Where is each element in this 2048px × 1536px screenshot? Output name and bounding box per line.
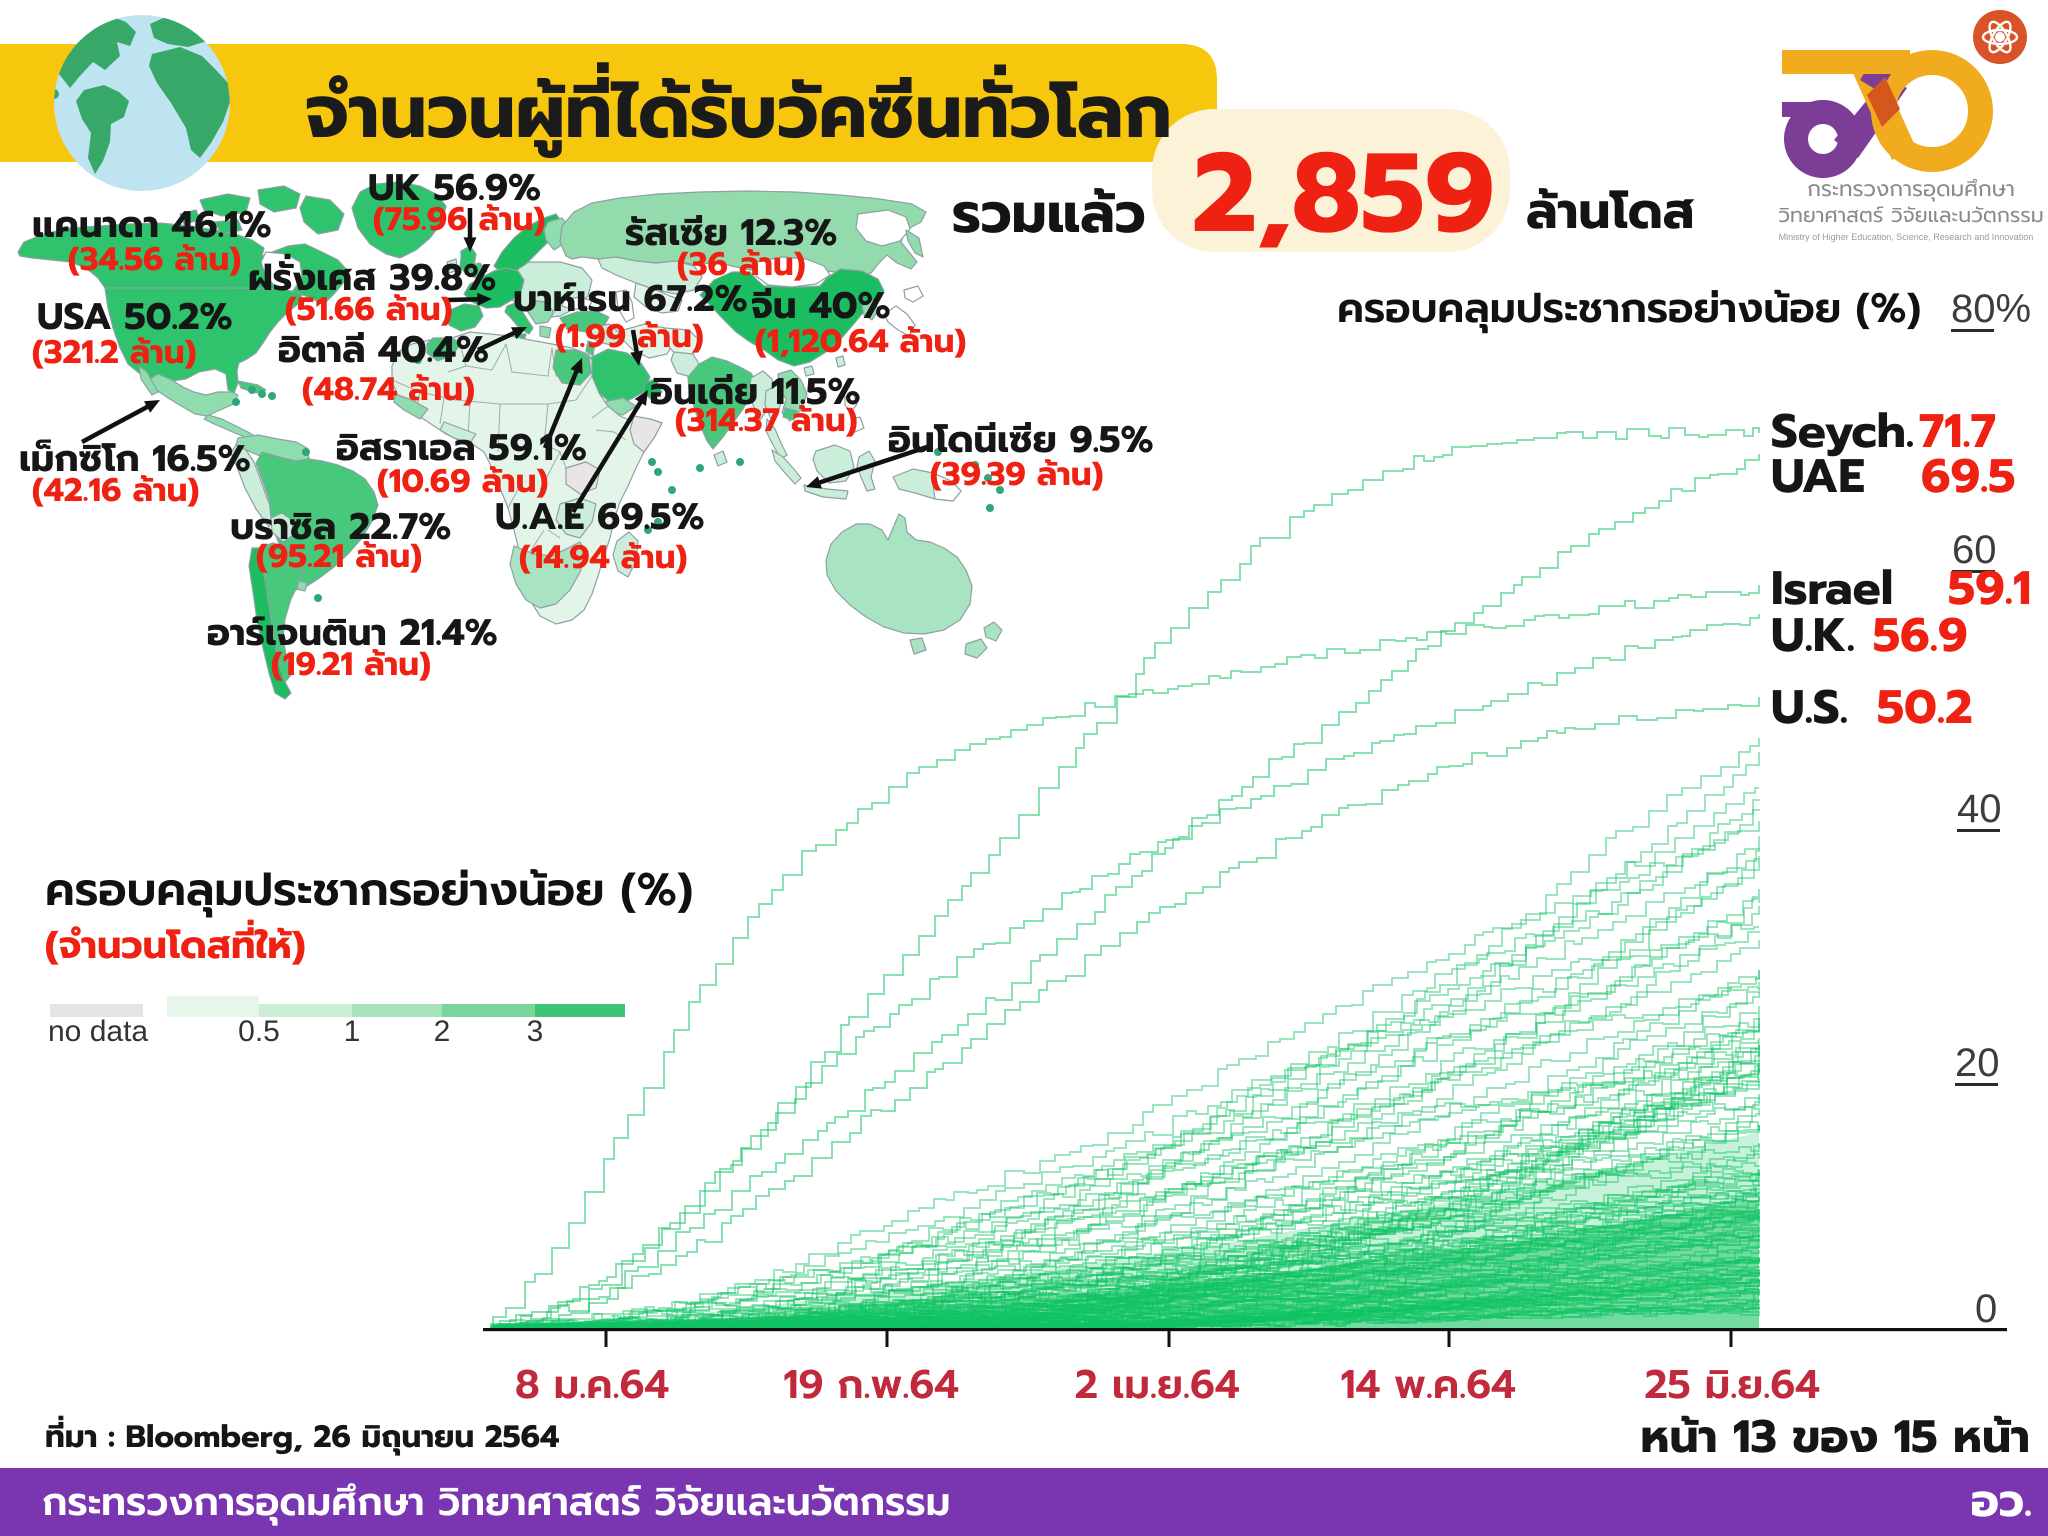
svg-text:Ministry of Higher Education,: Ministry of Higher Education, Science, R… <box>1779 232 2034 242</box>
svg-text:60: 60 <box>1952 528 1997 572</box>
svg-text:3: 3 <box>527 1015 544 1048</box>
svg-text:0: 0 <box>1975 1287 1997 1331</box>
svg-text:80%: 80% <box>1951 287 2031 331</box>
svg-text:20: 20 <box>1955 1041 2000 1085</box>
svg-text:1: 1 <box>344 1015 361 1048</box>
svg-text:2: 2 <box>434 1015 451 1048</box>
svg-text:no data: no data <box>48 1015 148 1048</box>
svg-text:0.5: 0.5 <box>238 1015 280 1048</box>
svg-text:40: 40 <box>1957 787 2002 831</box>
